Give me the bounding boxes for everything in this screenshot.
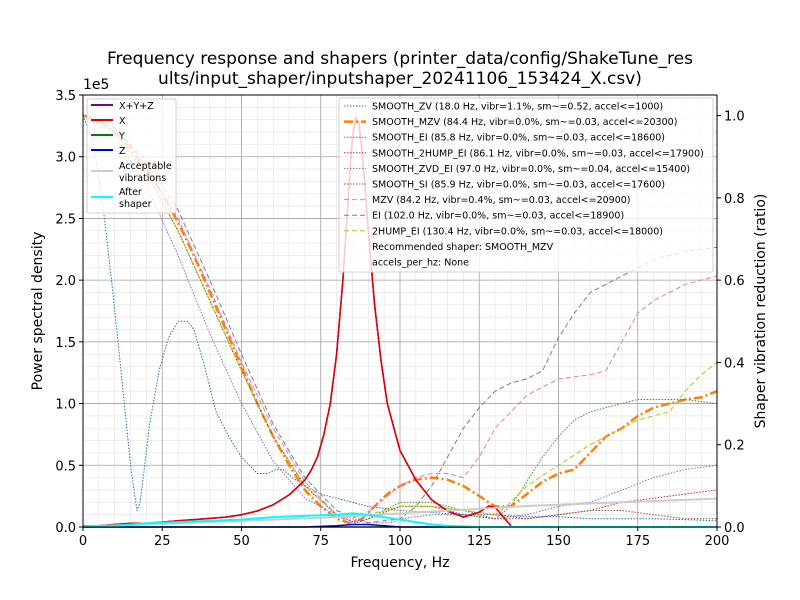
x-tick-label: 0	[79, 534, 87, 549]
y-tick-label: 2.5	[55, 212, 76, 227]
legend-left-label-5: shaper	[119, 199, 152, 210]
x-tick-label: 75	[312, 534, 329, 549]
chart-title-line-1: Frequency response and shapers (printer_…	[107, 49, 693, 69]
y-exponent-label: 1e5	[83, 77, 109, 93]
y-axis-ticks: 0.0 0.5 1.0 1.5 2.0 2.5 3.0 3.5	[55, 89, 83, 536]
legend-right-label-2: SMOOTH_EI (85.8 Hz, vibr=0.0%, sm~=0.03,…	[372, 133, 665, 144]
shaper-line-1	[82, 114, 718, 525]
y-tick-label: 3.0	[55, 151, 76, 166]
legend-right-label-3: SMOOTH_2HUMP_EI (86.1 Hz, vibr=0.0%, sm~…	[372, 148, 704, 159]
chart-title-line-2: ults/input_shaper/inputshaper_20241106_1…	[158, 69, 642, 89]
legend-right-label-1: SMOOTH_MZV (84.4 Hz, vibr=0.0%, sm~=0.03…	[372, 117, 677, 128]
shaper-lines	[82, 114, 718, 525]
x-axis-ticks: 0 25 50 75 100 125 150 175 200	[79, 527, 730, 549]
y2-tick-label: 0.6	[724, 274, 745, 289]
psd-line-4	[82, 497, 718, 528]
shaper-line-4	[82, 115, 718, 524]
legend-left-label-2: Y	[118, 131, 125, 142]
legend-left-box	[86, 98, 177, 214]
legend-left-label-3: Z	[119, 146, 126, 157]
legend-right-label-7: EI (102.0 Hz, vibr=0.0%, sm~=0.03, accel…	[372, 211, 624, 222]
legend-left-label-4: Acceptable	[119, 161, 172, 172]
x-tick-label: 25	[154, 534, 171, 549]
x-tick-label: 100	[388, 534, 413, 549]
y-tick-label: 1.0	[55, 398, 76, 413]
legend-right-label-4: SMOOTH_ZVD_EI (97.0 Hz, vibr=0.0%, sm~=0…	[372, 164, 690, 175]
legend-left-label-4: vibrations	[119, 173, 166, 184]
y-tick-label: 0.0	[55, 521, 76, 536]
y2-tick-label: 0.8	[724, 192, 745, 207]
y2-tick-label: 1.0	[724, 110, 745, 125]
y-axis-label: Power spectral density	[30, 232, 46, 391]
x-tick-label: 150	[546, 534, 571, 549]
y2-axis-ticks: 0.0 0.2 0.4 0.6 0.8 1.0	[717, 110, 745, 536]
x-tick-label: 175	[625, 534, 650, 549]
y-tick-label: 2.0	[55, 274, 76, 289]
legend-right-label-6: MZV (84.2 Hz, vibr=0.4%, sm~=0.03, accel…	[372, 195, 631, 206]
y2-tick-label: 0.2	[724, 439, 745, 454]
legend-right-label-0: SMOOTH_ZV (18.0 Hz, vibr=1.1%, sm~=0.52,…	[372, 102, 663, 113]
legend-right: SMOOTH_ZV (18.0 Hz, vibr=1.1%, sm~=0.52,…	[338, 97, 714, 273]
y-tick-label: 3.5	[55, 89, 76, 104]
y2-axis-label: Shaper vibration reduction (ratio)	[753, 194, 769, 429]
legend-right-note-1: accels_per_hz: None	[372, 258, 469, 269]
y2-tick-label: 0.4	[724, 356, 745, 371]
legend-right-label-5: SMOOTH_SI (85.9 Hz, vibr=0.0%, sm~=0.03,…	[372, 180, 665, 191]
x-axis-label: Frequency, Hz	[350, 555, 449, 571]
shaper-line-0	[82, 115, 718, 522]
y2-tick-label: 0.0	[724, 521, 745, 536]
legend-left-label-1: X	[119, 116, 126, 127]
legend-right-label-8: 2HUMP_EI (130.4 Hz, vibr=0.0%, sm~=0.03,…	[372, 226, 663, 237]
x-tick-label: 200	[705, 534, 730, 549]
legend-left-label-0: X+Y+Z	[119, 101, 154, 112]
shaper-line-7	[82, 115, 718, 524]
shaper-line-6	[82, 115, 718, 524]
legend-right-box	[338, 97, 714, 273]
legend-right-note-0: Recommended shaper: SMOOTH_MZV	[372, 242, 554, 253]
legend-left-label-5: After	[119, 187, 142, 198]
y-tick-label: 0.5	[55, 459, 76, 474]
y-tick-label: 1.5	[55, 336, 76, 351]
x-tick-label: 125	[467, 534, 492, 549]
x-tick-label: 50	[233, 534, 250, 549]
